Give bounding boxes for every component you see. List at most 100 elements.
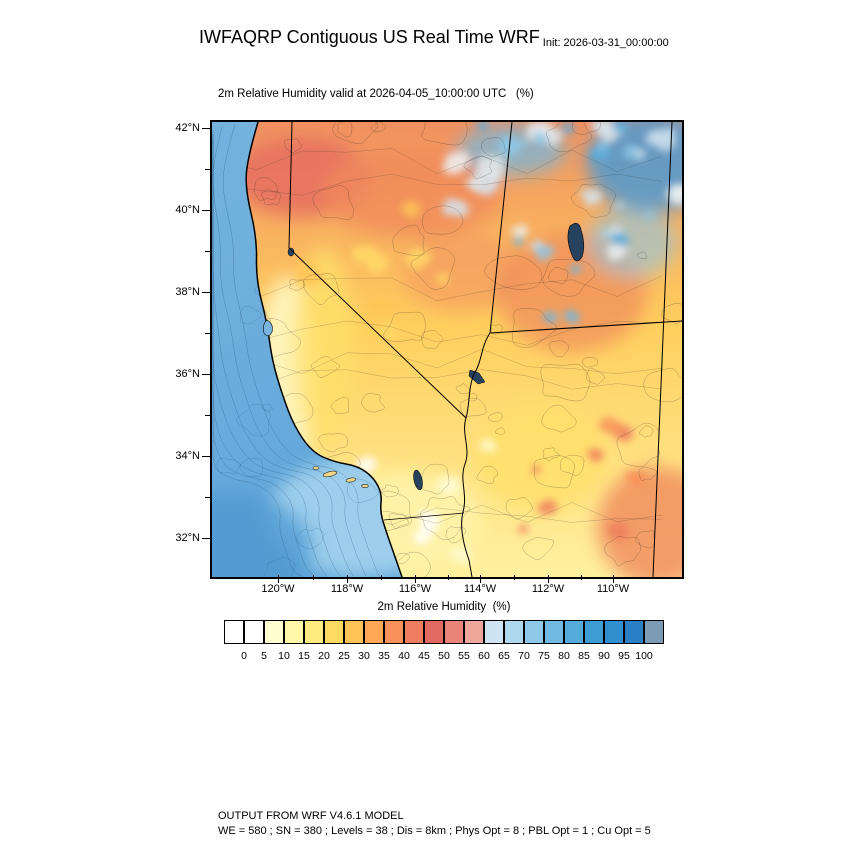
colorbar-cell (504, 620, 524, 644)
lon-tick-label: 118°W (330, 583, 364, 595)
colorbar-cell (304, 620, 324, 644)
colorbar-tick-label: 90 (598, 650, 610, 662)
lat-minor-tick (205, 497, 210, 498)
lat-tick-label: 32°N (175, 532, 200, 544)
lat-major-tick (202, 292, 210, 293)
colorbar-tick-label: 40 (398, 650, 410, 662)
lon-minor-tick (580, 575, 582, 580)
plot-subtitle: 2m Relative Humidity valid at 2026-04-05… (218, 88, 534, 100)
lon-major-tick (347, 575, 348, 583)
channel-island (312, 466, 320, 470)
border-nevada-utah (489, 122, 513, 334)
colorbar-cell (564, 620, 584, 644)
lon-tick-label: 112°W (531, 583, 565, 595)
lon-tick-label: 116°W (398, 583, 432, 595)
lat-minor-tick (205, 169, 210, 170)
lon-major-tick (415, 575, 416, 583)
pacific-ocean-fill (212, 122, 402, 577)
lon-minor-tick (312, 575, 314, 580)
lat-tick-label: 34°N (175, 450, 200, 462)
lat-major-tick (202, 538, 210, 539)
colorbar-cell (484, 620, 504, 644)
figure-title-row: IWFAQRP Contiguous US Real Time WRF Init:… (0, 9, 850, 66)
lake-mead (468, 369, 486, 385)
lat-major-tick (202, 456, 210, 457)
colorbar-cell (404, 620, 424, 644)
state-borders (288, 122, 682, 577)
border-california-nevada (288, 122, 467, 419)
lon-major-tick (480, 575, 481, 583)
humidity-field-patches (295, 122, 682, 564)
lat-tick-label: 38°N (175, 286, 200, 298)
colorbar-tick-label: 65 (498, 650, 510, 662)
coastline-path (245, 122, 403, 577)
lat-tick-label: 36°N (175, 368, 200, 380)
lon-major-tick (613, 575, 614, 583)
colorbar-cell (344, 620, 364, 644)
lat-major-tick (202, 374, 210, 375)
lat-minor-tick (205, 415, 210, 416)
colorbar-tick-label: 70 (518, 650, 530, 662)
border-nevada-arizona-river (465, 332, 491, 419)
colorbar-cell (424, 620, 444, 644)
colorbar-cell (324, 620, 344, 644)
colorbar-tick-label: 100 (635, 650, 653, 662)
salton-sea (413, 469, 423, 491)
colorbar-cell (584, 620, 604, 644)
colorbar-cell (604, 620, 624, 644)
lon-minor-tick (447, 575, 449, 580)
lon-tick-label: 114°W (463, 583, 497, 595)
colorbar-cell (384, 620, 404, 644)
channel-island (345, 477, 357, 483)
footer-model-line: OUTPUT FROM WRF V4.6.1 MODEL (218, 810, 404, 822)
init-time-label: Init: 2026-03-31_00:00:00 (542, 37, 669, 49)
figure-title: IWFAQRP Contiguous US Real Time WRF (199, 27, 540, 47)
colorbar-tick-label: 15 (298, 650, 310, 662)
colorbar-tick-label: 50 (438, 650, 450, 662)
border-109w (652, 122, 673, 577)
lake-tahoe (287, 247, 295, 257)
colorbar-cell (224, 620, 244, 644)
colorbar-tick-label: 10 (278, 650, 290, 662)
lat-tick-label: 40°N (175, 204, 200, 216)
colorbar-tick-label: 0 (241, 650, 247, 662)
san-francisco-bay (263, 319, 273, 337)
lat-tick-label: 42°N (175, 122, 200, 134)
colorbar-tick-label: 75 (538, 650, 550, 662)
channel-island (322, 470, 338, 478)
colorbar-tick-label: 55 (458, 650, 470, 662)
footer-config-line: WE = 580 ; SN = 380 ; Levels = 38 ; Dis … (218, 825, 651, 837)
lon-tick-label: 120°W (261, 583, 295, 595)
colorbar-cell (364, 620, 384, 644)
lon-major-tick (548, 575, 549, 583)
channel-island (361, 483, 369, 488)
lat-major-tick (202, 128, 210, 129)
border-utah-arizona-37n (489, 320, 682, 334)
lon-major-tick (278, 575, 279, 583)
colorbar-tick-label: 60 (478, 650, 490, 662)
colorbar-tick-label: 30 (358, 650, 370, 662)
map-frame (210, 120, 684, 579)
border-colorado-river-south (461, 417, 473, 577)
colorbar-cell (644, 620, 664, 644)
colorbar-cell (444, 620, 464, 644)
colorbar-tick-label: 85 (578, 650, 590, 662)
lat-minor-tick (205, 251, 210, 252)
border-us-mexico (383, 512, 465, 521)
colorbar-cell (524, 620, 544, 644)
map-canvas (212, 122, 682, 577)
colorbar-tick-label: 25 (338, 650, 350, 662)
colorbar-title: 2m Relative Humidity (%) (377, 601, 511, 613)
lat-minor-tick (205, 333, 210, 334)
colorbar-tick-label: 45 (418, 650, 430, 662)
lat-major-tick (202, 210, 210, 211)
lon-tick-label: 110°W (596, 583, 630, 595)
lakes-and-islands (263, 222, 585, 491)
colorbar-cell (264, 620, 284, 644)
great-salt-lake (567, 222, 585, 262)
colorbar-cell (544, 620, 564, 644)
colorbar-tick-label: 35 (378, 650, 390, 662)
colorbar-tick-label: 5 (261, 650, 267, 662)
colorbar-tick-label: 95 (618, 650, 630, 662)
colorbar-tick-label: 80 (558, 650, 570, 662)
